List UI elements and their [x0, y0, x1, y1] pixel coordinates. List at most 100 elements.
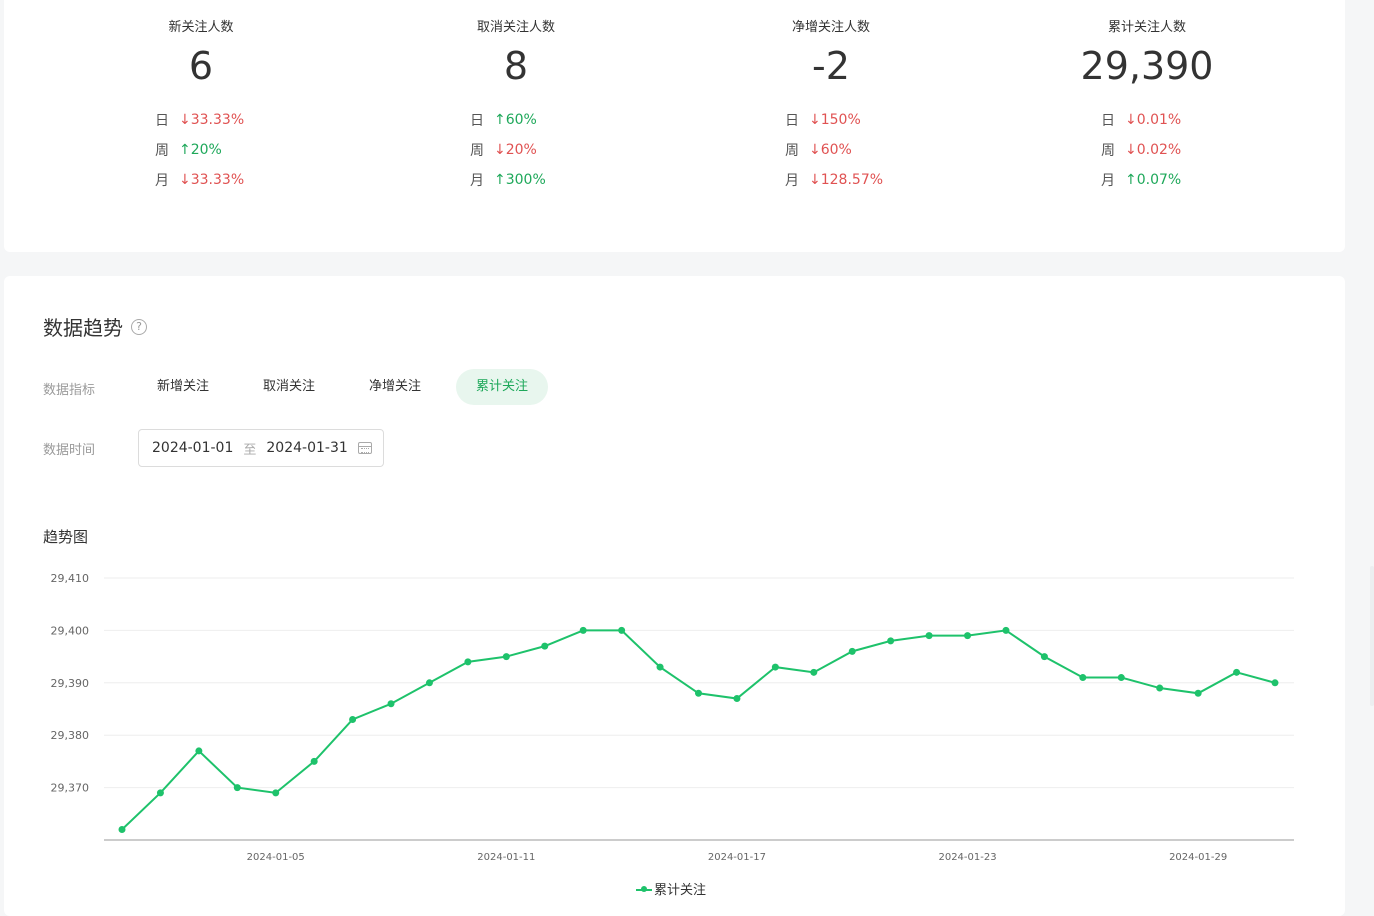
x-tick-label: 2024-01-17	[708, 852, 766, 863]
data-point	[695, 689, 702, 697]
stat-label: 取消关注人数	[476, 20, 555, 35]
chart-legend[interactable]: 累计关注	[636, 879, 706, 898]
date-range-picker[interactable]: 2024-01-01 至 2024-01-31	[138, 429, 384, 467]
change-period: 月	[155, 173, 169, 189]
data-point	[156, 789, 164, 797]
stat-label: 净增关注人数	[791, 20, 870, 35]
data-point	[1117, 674, 1125, 682]
data-point	[272, 789, 280, 797]
data-point	[1040, 653, 1048, 661]
change-period: 周	[785, 143, 799, 159]
data-point	[464, 658, 472, 666]
change-value: 300%	[505, 172, 546, 188]
change-value: 0.01%	[1136, 112, 1182, 128]
change-row: 周 ↑ 20%	[155, 140, 222, 160]
legend-label: 累计关注	[654, 883, 707, 898]
chart-title: 趋势图	[43, 528, 89, 546]
arrow-up-icon: ↑	[494, 112, 506, 128]
data-point	[233, 784, 241, 792]
stat-label: 累计关注人数	[1107, 20, 1186, 35]
y-tick-label: 29,410	[51, 572, 90, 585]
change-row: 日 ↓ 150%	[785, 110, 861, 130]
time-label: 数据时间	[43, 443, 96, 458]
date-end[interactable]: 2024-01-31	[266, 440, 348, 456]
arrow-down-icon: ↓	[494, 142, 506, 158]
trend-chart: 29,370 29,380 29,390 29,400 29,410 2024-01-05…	[51, 572, 1294, 863]
arrow-up-icon: ↑	[179, 142, 191, 158]
data-point	[656, 663, 664, 671]
y-tick-label: 29,400	[51, 624, 90, 637]
data-point	[964, 632, 972, 640]
section-title: 数据趋势 ?	[43, 312, 147, 341]
data-point	[1156, 684, 1164, 692]
date-start[interactable]: 2024-01-01	[152, 440, 234, 456]
change-period: 月	[470, 173, 484, 189]
data-point	[1233, 668, 1241, 676]
change-row: 日 ↓ 0.01%	[1101, 110, 1181, 130]
help-icon[interactable]: ?	[131, 318, 147, 335]
change-row: 月 ↑ 0.07%	[1101, 170, 1181, 190]
series-line	[121, 629, 1276, 831]
data-point	[771, 663, 779, 671]
data-point	[1271, 679, 1279, 687]
arrow-down-icon: ↓	[809, 112, 821, 128]
data-point	[1194, 689, 1202, 697]
change-period: 周	[470, 143, 484, 159]
data-point	[810, 668, 818, 676]
change-row: 日 ↑ 60%	[470, 110, 537, 130]
arrow-down-icon: ↓	[809, 142, 821, 158]
change-value: 20%	[190, 142, 222, 158]
data-point	[387, 700, 395, 708]
data-point	[887, 637, 895, 645]
tab-net-follow[interactable]: 净增关注	[369, 379, 422, 394]
arrow-down-icon: ↓	[1125, 112, 1137, 128]
change-period: 日	[785, 113, 799, 129]
data-point	[1079, 674, 1087, 682]
calendar-icon[interactable]	[358, 442, 372, 454]
arrow-down-icon: ↓	[179, 172, 191, 188]
change-period: 周	[155, 143, 169, 159]
x-tick-label: 2024-01-11	[477, 852, 535, 863]
change-row: 周 ↓ 0.02%	[1101, 140, 1181, 160]
arrow-up-icon: ↑	[1125, 172, 1137, 188]
data-point	[1002, 626, 1010, 634]
stat-value: 6	[188, 44, 214, 88]
stats-card: 新关注人数 6 日 ↓ 33.33% 周 ↑ 20% 月 ↓ 33.33% 取消关注人数 8 日 ↑ 60% 周…	[4, 0, 1345, 252]
change-value: 60%	[505, 112, 537, 128]
arrow-down-icon: ↓	[1125, 142, 1137, 158]
change-value: 0.07%	[1136, 172, 1182, 188]
change-row: 月 ↓ 128.57%	[785, 170, 883, 190]
change-row: 周 ↓ 60%	[785, 140, 852, 160]
legend-line-icon	[636, 884, 652, 894]
change-value: 128.57%	[820, 172, 884, 188]
data-point	[502, 653, 510, 661]
data-point	[618, 626, 626, 634]
change-period: 日	[155, 113, 169, 129]
change-period: 周	[1101, 143, 1115, 159]
change-row: 日 ↓ 33.33%	[155, 110, 244, 130]
change-value: 33.33%	[190, 172, 245, 188]
data-point	[425, 679, 433, 687]
metric-label: 数据指标	[43, 383, 96, 398]
y-tick-label: 29,370	[51, 782, 90, 795]
trend-card: 数据趋势 ? 数据指标 新增关注 取消关注 净增关注 累计关注 数据时间 202…	[4, 276, 1345, 916]
change-period: 月	[1101, 173, 1115, 189]
x-tick-label: 2024-01-23	[938, 852, 996, 863]
data-point	[541, 642, 549, 650]
y-tick-label: 29,380	[51, 729, 90, 742]
tab-new-follow[interactable]: 新增关注	[157, 379, 210, 394]
date-separator: 至	[243, 442, 257, 458]
data-point	[579, 626, 587, 634]
section-title-text: 数据趋势	[43, 316, 123, 340]
x-tick-label: 2024-01-29	[1169, 852, 1227, 863]
arrow-down-icon: ↓	[179, 112, 191, 128]
data-point	[118, 826, 126, 834]
change-period: 月	[785, 173, 799, 189]
change-value: 20%	[505, 142, 537, 158]
data-point	[310, 757, 318, 765]
tab-unfollow[interactable]: 取消关注	[263, 379, 316, 394]
change-value: 150%	[820, 112, 861, 128]
stat-label: 新关注人数	[168, 20, 234, 35]
scrollbar-handle[interactable]	[1370, 566, 1374, 706]
tab-total-follow[interactable]: 累计关注	[456, 369, 549, 405]
